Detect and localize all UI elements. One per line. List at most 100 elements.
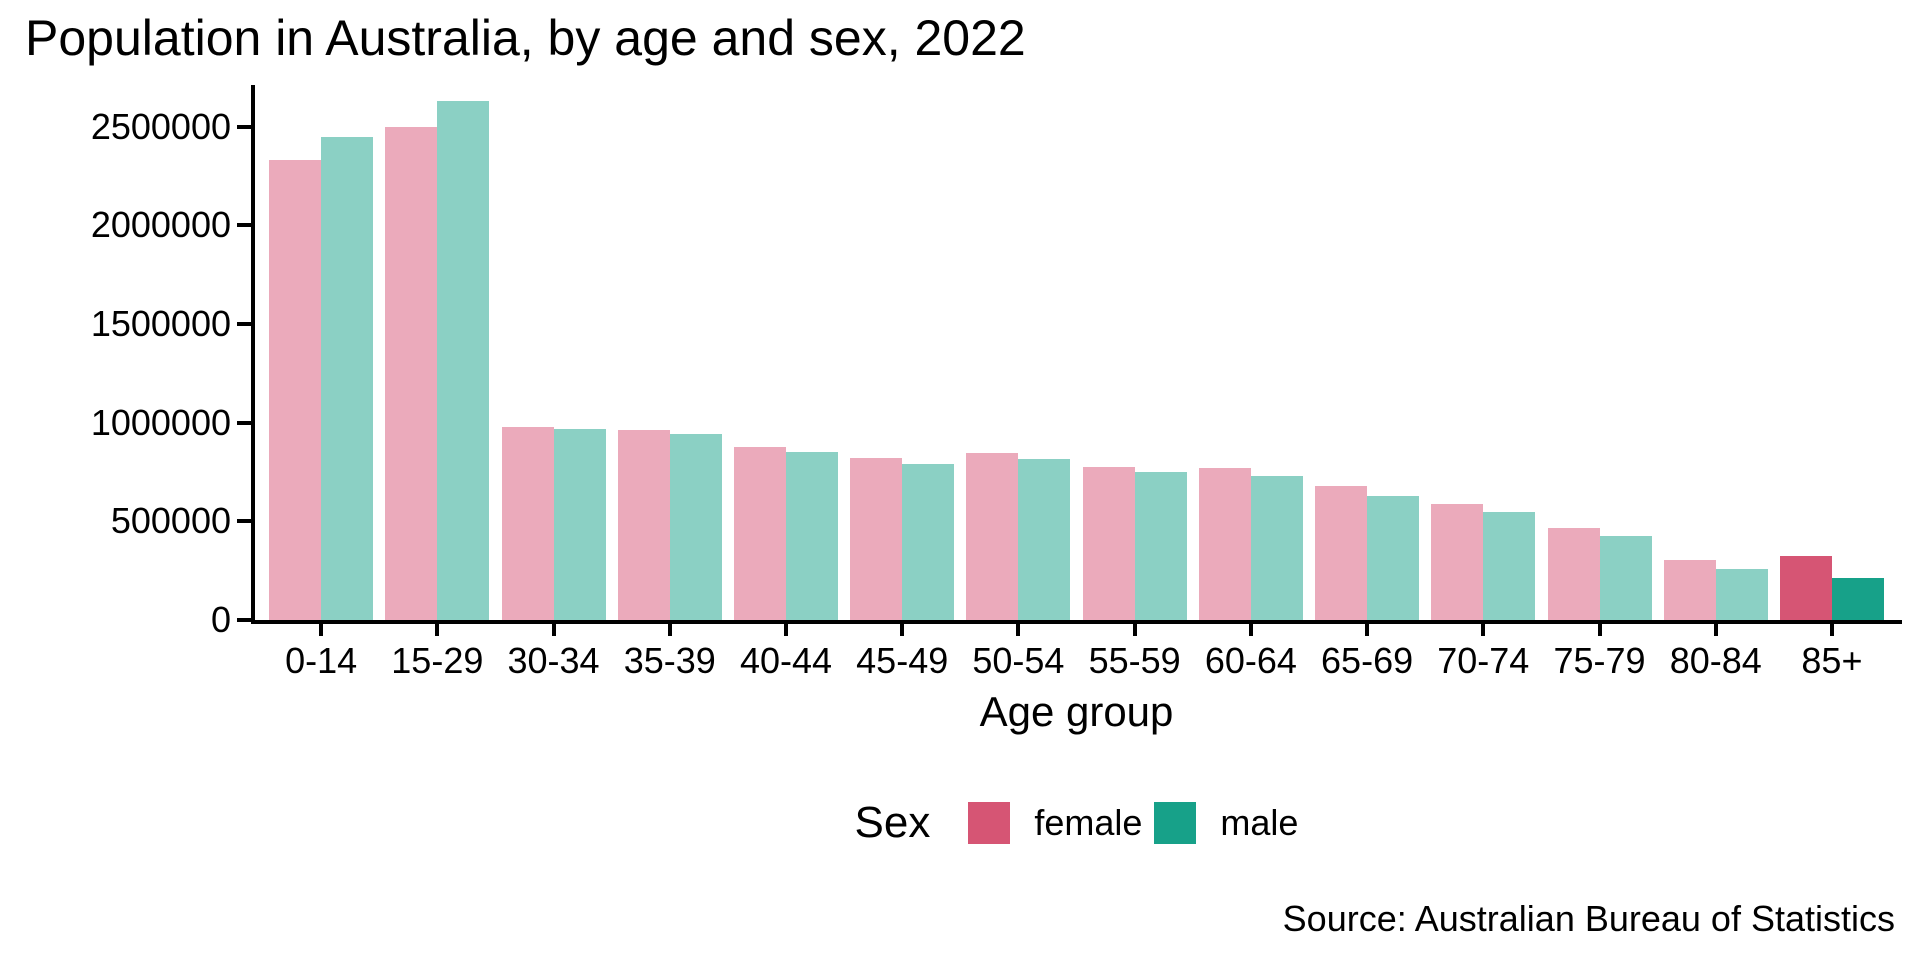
legend: Sex female male [255, 798, 1898, 848]
y-axis-tick-2500000 [237, 124, 251, 129]
bar-pair-80-84 [1663, 560, 1768, 620]
bar-group-85+: 85+ [1774, 85, 1890, 681]
y-axis-line [251, 85, 255, 624]
source-credit: Source: Australian Bureau of Statistics [1282, 898, 1895, 939]
bar-male-80-84 [1715, 568, 1768, 620]
bar-group-70-74: 70-74 [1425, 85, 1541, 681]
bar-pair-15-29 [385, 101, 490, 620]
x-axis-tick-80-84 [1713, 624, 1718, 636]
x-axis-tick-15-29 [435, 624, 440, 636]
bar-male-85+ [1831, 578, 1884, 620]
bar-female-50-54 [966, 452, 1019, 620]
legend-title: Sex [854, 798, 931, 847]
legend-items: female male [956, 802, 1298, 844]
y-axis-tick-1000000 [237, 420, 251, 425]
bar-male-40-44 [785, 451, 838, 620]
bar-group-80-84: 80-84 [1658, 85, 1774, 681]
x-axis-tick-label-30-34: 30-34 [507, 640, 600, 681]
x-axis-tick-label-55-59: 55-59 [1088, 640, 1181, 681]
bar-pair-70-74 [1431, 504, 1536, 620]
bar-pair-85+ [1779, 555, 1884, 620]
x-axis-tick-label-80-84: 80-84 [1669, 640, 1762, 681]
x-axis-tick-55-59 [1132, 624, 1137, 636]
x-axis-tick-0-14 [319, 624, 324, 636]
bar-female-30-34 [501, 426, 554, 620]
bar-pair-45-49 [850, 458, 955, 620]
bar-male-15-29 [437, 101, 490, 620]
bar-female-70-74 [1431, 504, 1484, 620]
y-axis-tick-0 [237, 618, 251, 622]
bar-group-45-49: 45-49 [844, 85, 960, 681]
x-axis-tick-40-44 [783, 624, 788, 636]
y-axis-tick-label-0: 0 [210, 599, 231, 640]
bar-female-75-79 [1547, 527, 1600, 620]
bar-male-35-39 [669, 433, 722, 620]
x-axis-tick-75-79 [1597, 624, 1602, 636]
x-axis-tick-85+ [1829, 624, 1834, 636]
bar-male-0-14 [321, 136, 374, 620]
x-axis-tick-60-64 [1248, 624, 1253, 636]
bar-female-0-14 [269, 160, 322, 620]
chart-title: Population in Australia, by age and sex,… [25, 10, 1026, 66]
y-axis-tick-500000 [237, 519, 251, 524]
bar-female-60-64 [1198, 467, 1251, 620]
bar-group-40-44: 40-44 [728, 85, 844, 681]
y-axis-tick-label-2500000: 2500000 [90, 105, 231, 147]
x-axis-tick-70-74 [1481, 624, 1486, 636]
bar-female-45-49 [850, 458, 903, 620]
bar-female-40-44 [733, 446, 786, 620]
bar-male-55-59 [1134, 472, 1187, 620]
bar-pair-55-59 [1082, 466, 1187, 620]
legend-label-male: male [1220, 802, 1299, 843]
bar-female-55-59 [1082, 466, 1135, 620]
x-axis-tick-35-39 [667, 624, 672, 636]
bar-group-50-54: 50-54 [960, 85, 1076, 681]
x-axis-tick-label-70-74: 70-74 [1437, 640, 1530, 681]
bar-group-55-59: 55-59 [1077, 85, 1193, 681]
bar-male-75-79 [1599, 536, 1652, 620]
bar-male-60-64 [1250, 476, 1303, 620]
bar-male-45-49 [902, 464, 955, 620]
y-axis-tick-label-1500000: 1500000 [90, 303, 231, 345]
bar-female-85+ [1779, 555, 1832, 620]
y-axis-tick-label-500000: 500000 [110, 500, 231, 542]
bar-pair-65-69 [1315, 485, 1420, 620]
bar-male-50-54 [1018, 459, 1071, 620]
x-axis-tick-label-15-29: 15-29 [391, 640, 484, 681]
bar-group-75-79: 75-79 [1541, 85, 1657, 681]
legend-swatch-female [968, 802, 1011, 844]
x-axis-tick-label-65-69: 65-69 [1321, 640, 1414, 681]
bar-male-70-74 [1483, 511, 1536, 620]
bar-pair-40-44 [733, 446, 838, 620]
x-axis-tick-label-0-14: 0-14 [285, 640, 358, 681]
x-axis-tick-label-85+: 85+ [1801, 640, 1863, 681]
x-axis-tick-label-40-44: 40-44 [739, 640, 833, 681]
x-axis-tick-label-75-79: 75-79 [1553, 640, 1646, 681]
bar-group-15-29: 15-29 [379, 85, 495, 681]
legend-label-female: female [1034, 802, 1143, 843]
x-axis-line [251, 620, 1902, 624]
bar-group-30-34: 30-34 [495, 85, 611, 681]
y-axis-tick-label-2000000: 2000000 [90, 204, 231, 246]
bar-pair-0-14 [269, 136, 374, 620]
bar-group-60-64: 60-64 [1193, 85, 1309, 681]
bar-group-65-69: 65-69 [1309, 85, 1425, 681]
bar-female-65-69 [1315, 485, 1368, 620]
bar-pair-50-54 [966, 452, 1071, 620]
bar-pair-60-64 [1198, 467, 1303, 620]
y-axis-tick-label-1000000: 1000000 [90, 401, 231, 443]
x-axis-tick-label-60-64: 60-64 [1204, 640, 1297, 681]
bar-pair-35-39 [617, 429, 722, 620]
x-axis-tick-65-69 [1365, 624, 1370, 636]
legend-item-male: male [1154, 802, 1298, 844]
bar-pair-75-79 [1547, 527, 1652, 620]
x-axis-tick-30-34 [551, 624, 556, 636]
x-axis-title: Age group [979, 688, 1174, 735]
bar-male-30-34 [553, 428, 606, 620]
bar-female-80-84 [1663, 560, 1716, 620]
x-axis-tick-label-45-49: 45-49 [856, 640, 949, 681]
bar-male-65-69 [1367, 495, 1420, 620]
bar-group-35-39: 35-39 [612, 85, 728, 681]
bar-pair-30-34 [501, 426, 606, 620]
